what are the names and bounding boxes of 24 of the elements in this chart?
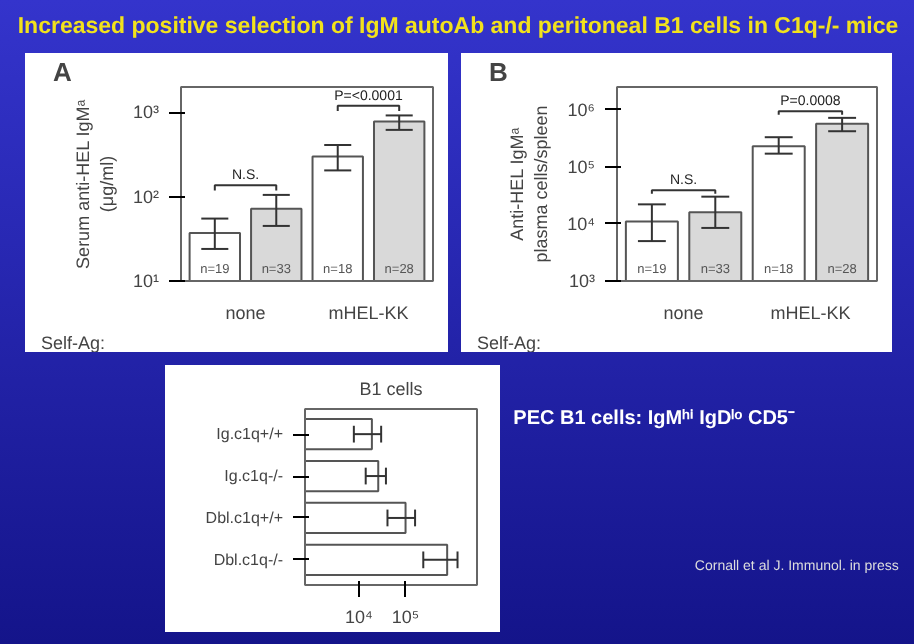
y-tick-label: Ig.c1q-/- — [224, 467, 284, 486]
text: none — [663, 303, 704, 323]
y-tick-label: 10¹ — [132, 271, 160, 291]
y-tick-label: 10² — [132, 186, 160, 207]
y-tick-label: Dbl.c1q-/- — [213, 550, 284, 569]
text: mHEL-KK — [770, 303, 851, 323]
y-tick-label: 10⁶ — [567, 99, 596, 120]
chart-title: B1 cells — [359, 379, 424, 399]
text: Self-Ag: — [477, 333, 542, 353]
y-axis-title: Serum anti-HEL IgMᵃ (μg/ml) — [72, 98, 117, 269]
text: mHEL-KK — [328, 303, 409, 323]
text: PEC B1 cells: IgMʰⁱ IgDˡᵒ CD5⁻ — [513, 408, 796, 431]
y-tick-label: 10⁴ — [567, 213, 596, 234]
y-tick-label: Ig.c1q+/+ — [216, 425, 284, 444]
text: A — [53, 57, 73, 87]
y-tick-label: 10⁵ — [567, 156, 596, 177]
text: Self-Ag: — [41, 333, 106, 353]
text: B — [489, 57, 508, 87]
text: none — [225, 303, 266, 323]
y-tick-label: Dbl.c1q+/+ — [205, 508, 284, 527]
text: Increased positive selection of IgM autoAb and peritoneal B1 cells in C1q-/- mice — [17, 15, 899, 39]
y-tick-label: 10³ — [132, 102, 160, 123]
y-axis-title: Anti-HEL IgMᵃ plasma cells/spleen — [507, 105, 552, 263]
y-tick-label: 10³ — [568, 271, 596, 291]
